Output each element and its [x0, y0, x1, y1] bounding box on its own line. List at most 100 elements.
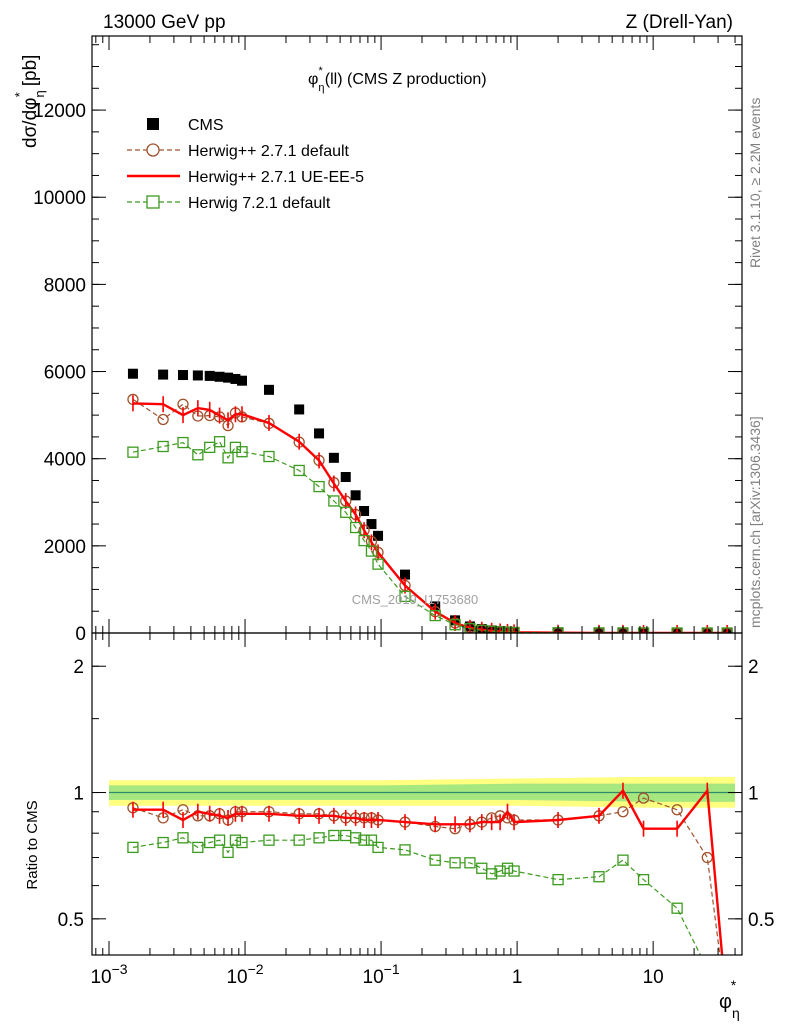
- ratio-series-2-point: [358, 834, 370, 846]
- main-series-3-point: [204, 441, 216, 454]
- ratio-y-tick-label-right: 0.5: [748, 910, 774, 931]
- xlabel-star-superscript: *: [731, 977, 737, 993]
- main-series-3-point: [358, 534, 370, 547]
- ratio-series-2-point: [293, 834, 305, 846]
- main-series-0-point: [158, 369, 169, 380]
- ratio-series-1-line: [133, 787, 724, 955]
- main-series-0-point: [192, 370, 203, 381]
- ratio-y-tick-label-right: 2: [748, 657, 759, 678]
- main-series-0-point: [314, 428, 325, 439]
- rivet-version-label: Rivet 3.1.10, ≥ 2.2M events: [747, 98, 763, 268]
- legend-entry-label: Herwig++ 2.7.1 default: [188, 143, 350, 160]
- ratio-series-2-point: [157, 836, 169, 849]
- main-series-0-point: [328, 452, 339, 463]
- main-series-3-point: [263, 450, 275, 463]
- x-tick-label: 10−3: [90, 961, 127, 988]
- ratio-y-axis-label: Ratio to CMS: [24, 800, 41, 889]
- header-process-name: Z (Drell-Yan): [626, 12, 733, 33]
- main-axes: 0 2000 4000 6000 8000 10000 12000: [33, 35, 743, 645]
- ratio-series-2-point: [671, 902, 683, 914]
- ratio-series-2-point: [501, 862, 514, 874]
- x-tick-label: 10−1: [363, 961, 400, 988]
- legend-entry-label: Herwig 7.2.1 default: [188, 195, 331, 212]
- ratio-series-2-point: [222, 846, 234, 859]
- x-tick-label: 10−2: [226, 961, 263, 988]
- main-series-0-point: [350, 490, 361, 501]
- main-y-axis-label: dσ/dφη * [pb]: [12, 55, 47, 148]
- ratio-series-2-point: [476, 862, 488, 874]
- ratio-series-2-point: [349, 832, 362, 844]
- title-star-superscript: *: [319, 65, 324, 77]
- ratio-series-2-point: [372, 841, 384, 854]
- xlabel-eta-subscript: η: [732, 1005, 740, 1021]
- x-tick-label: 10: [643, 967, 664, 988]
- ratio-series-2-point: [192, 841, 204, 854]
- x-tick-label: 1: [512, 967, 523, 988]
- main-series-3-point: [192, 449, 204, 461]
- main-series-3-point: [127, 446, 139, 458]
- main-series-3-point: [236, 446, 248, 458]
- main-series-0-point: [223, 372, 234, 383]
- main-series-0-point: [178, 370, 189, 381]
- main-series-3-point: [293, 464, 305, 477]
- main-series-3-point: [328, 495, 340, 507]
- main-y-tick-label: 2000: [44, 537, 86, 558]
- main-series-0-point: [373, 530, 384, 541]
- main-series-0-point: [204, 370, 215, 381]
- ratio-y-tick-label: 0.5: [58, 910, 84, 931]
- main-series-0-point: [263, 384, 274, 395]
- main-series-3-point: [213, 436, 226, 448]
- main-series-0-point: [340, 471, 351, 482]
- ratio-series-2-point: [365, 834, 378, 846]
- mcplots-label: mcplots.cern.ch [arXiv:1306.3436]: [747, 416, 763, 628]
- title-phi-symbol: φ: [308, 71, 318, 88]
- ratio-series-2-point: [127, 841, 139, 854]
- xlabel-phi: φ: [719, 991, 732, 1013]
- ratio-y-tick-label: 1: [73, 784, 84, 805]
- main-series-0-point: [400, 569, 411, 580]
- main-series-3-point: [157, 440, 169, 453]
- main-series-3-point: [365, 545, 378, 557]
- main-series-0-point: [366, 519, 377, 530]
- main-y-tick-label: 4000: [44, 450, 86, 471]
- main-y-tick-label: 0: [75, 624, 86, 645]
- ratio-series-2-point: [486, 868, 498, 880]
- ratio-series-2-point: [236, 836, 248, 849]
- ratio-series-2-point: [263, 834, 275, 846]
- ratio-series-0-point: [637, 792, 650, 804]
- header-process-energy: 13000 GeV pp: [103, 12, 226, 33]
- main-series-3-point: [464, 622, 476, 633]
- main-y-tick-label: 8000: [44, 275, 86, 296]
- title-eta-subscript: η: [318, 82, 324, 94]
- ratio-series-2-line: [132, 834, 702, 955]
- ratio-frame: [91, 632, 743, 956]
- ylabel-text: dσ/dφ: [20, 98, 41, 148]
- ratio-panel: [108, 776, 736, 955]
- ratio-series-2-point: [494, 865, 506, 877]
- ratio-series-0-point: [671, 804, 683, 816]
- ratio-series-2-point: [229, 834, 242, 846]
- main-y-tick-label: 6000: [44, 363, 86, 384]
- legend-marker: [146, 195, 160, 209]
- main-series-3-point: [449, 619, 461, 631]
- main-series-3-point: [222, 452, 234, 464]
- ratio-series-0-point: [617, 806, 629, 818]
- ratio-series-2-point: [464, 857, 476, 869]
- main-plot-title: φη * (ll) (CMS Z production): [308, 65, 487, 94]
- main-y-tick-label: 12000: [33, 101, 86, 122]
- main-series-3-point: [372, 558, 384, 570]
- ratio-series-2-point: [593, 871, 605, 883]
- main-series-0-point: [237, 375, 248, 386]
- main-series-0-point: [359, 505, 370, 516]
- legend-marker: [147, 118, 159, 130]
- legend: CMS Herwig++ 2.7.1 default Herwig++ 2.7.1 …: [127, 117, 364, 212]
- main-series-0-point: [294, 404, 305, 415]
- ratio-axes: 0.5 0.5 1 1 2 2 10−3 10−2 10−1 1 10: [58, 632, 774, 988]
- main-series-3-point: [501, 626, 514, 633]
- x-axis-label: φη *: [719, 977, 740, 1021]
- ratio-series-2-point: [508, 865, 520, 877]
- ratio-series-2-point: [213, 834, 226, 846]
- legend-marker: [146, 143, 160, 157]
- main-series-3-point: [340, 506, 352, 518]
